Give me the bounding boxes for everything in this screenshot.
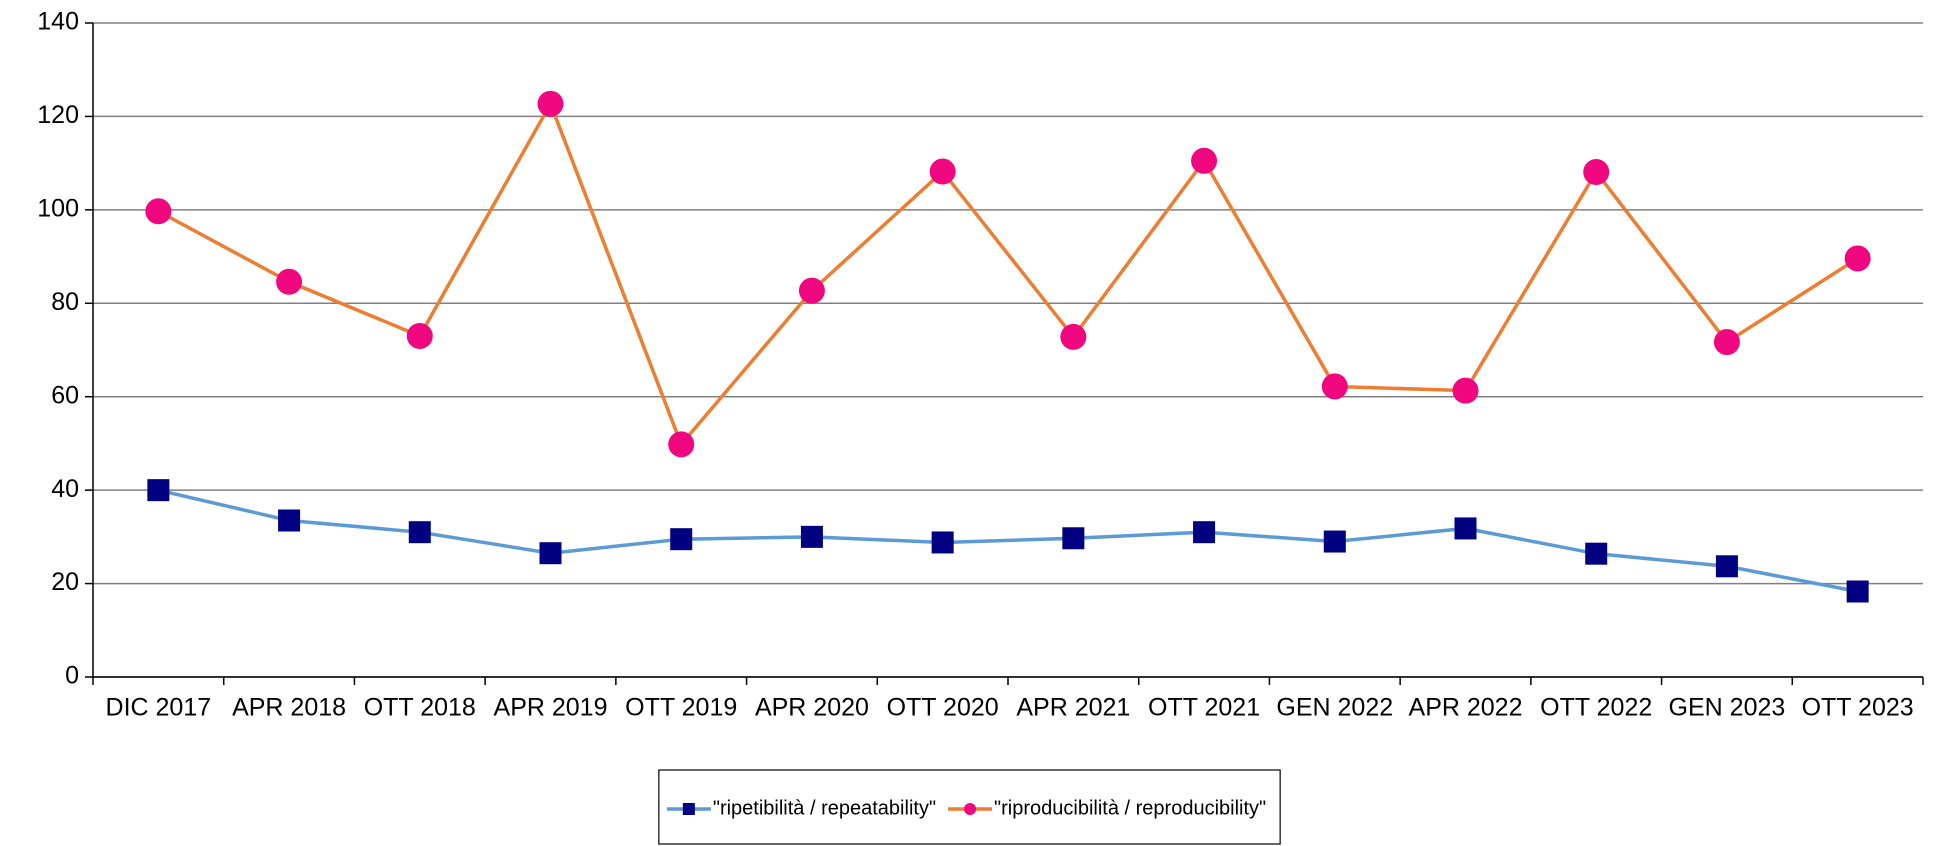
marker bbox=[1715, 555, 1738, 578]
y-tick-label: 140 bbox=[37, 8, 79, 36]
marker bbox=[670, 528, 693, 551]
marker bbox=[1583, 159, 1610, 186]
x-tick-label: OTT 2019 bbox=[625, 694, 737, 722]
marker bbox=[1193, 521, 1216, 544]
marker bbox=[278, 509, 301, 532]
marker bbox=[1323, 530, 1346, 553]
marker bbox=[276, 268, 303, 295]
x-tick-label: OTT 2018 bbox=[364, 694, 476, 722]
marker bbox=[931, 531, 954, 554]
marker bbox=[1060, 323, 1087, 350]
x-tick-label: APR 2021 bbox=[1016, 694, 1130, 722]
x-tick-label: OTT 2023 bbox=[1802, 694, 1914, 722]
y-tick-label: 120 bbox=[37, 101, 79, 129]
y-tick-label: 0 bbox=[65, 662, 79, 690]
marker bbox=[408, 521, 431, 544]
legend-label: "ripetibilità / repeatability" bbox=[713, 797, 936, 819]
y-tick-label: 80 bbox=[51, 288, 79, 316]
marker bbox=[929, 158, 956, 185]
series-line bbox=[157, 99, 1859, 448]
marker bbox=[1585, 542, 1608, 565]
x-tick-label: APR 2022 bbox=[1409, 694, 1523, 722]
x-tick-label: APR 2018 bbox=[232, 694, 346, 722]
legend-label: "riproducibilità / reproducibility" bbox=[994, 797, 1266, 819]
y-tick-label: 60 bbox=[51, 381, 79, 409]
y-tick-label: 100 bbox=[37, 194, 79, 222]
marker bbox=[537, 90, 564, 117]
y-tick-label: 40 bbox=[51, 475, 79, 503]
marker bbox=[145, 198, 172, 225]
x-tick-label: GEN 2023 bbox=[1669, 694, 1786, 722]
marker bbox=[668, 431, 695, 458]
marker bbox=[1321, 373, 1348, 400]
marker bbox=[406, 322, 433, 349]
x-tick-label: OTT 2022 bbox=[1540, 694, 1652, 722]
marker bbox=[1846, 580, 1869, 603]
x-tick-label: APR 2020 bbox=[755, 694, 869, 722]
x-tick-label: DIC 2017 bbox=[106, 694, 212, 722]
marker bbox=[1062, 527, 1085, 550]
y-tick-label: 20 bbox=[51, 568, 79, 596]
marker bbox=[539, 542, 562, 565]
marker bbox=[798, 277, 825, 304]
x-tick-label: APR 2019 bbox=[494, 694, 608, 722]
legend-marker bbox=[964, 803, 977, 815]
marker bbox=[147, 479, 170, 502]
marker bbox=[1454, 517, 1477, 540]
marker bbox=[800, 525, 823, 548]
legend-marker bbox=[682, 803, 695, 815]
marker bbox=[1713, 329, 1740, 356]
x-tick-label: GEN 2022 bbox=[1276, 694, 1393, 722]
marker bbox=[1191, 147, 1218, 174]
legend: "ripetibilità / repeatability" "riproduci… bbox=[658, 769, 1281, 845]
marker bbox=[1452, 377, 1479, 404]
marker bbox=[1844, 245, 1871, 272]
x-tick-label: OTT 2021 bbox=[1148, 694, 1260, 722]
x-tick-label: OTT 2020 bbox=[887, 694, 999, 722]
series-line bbox=[157, 488, 1858, 594]
